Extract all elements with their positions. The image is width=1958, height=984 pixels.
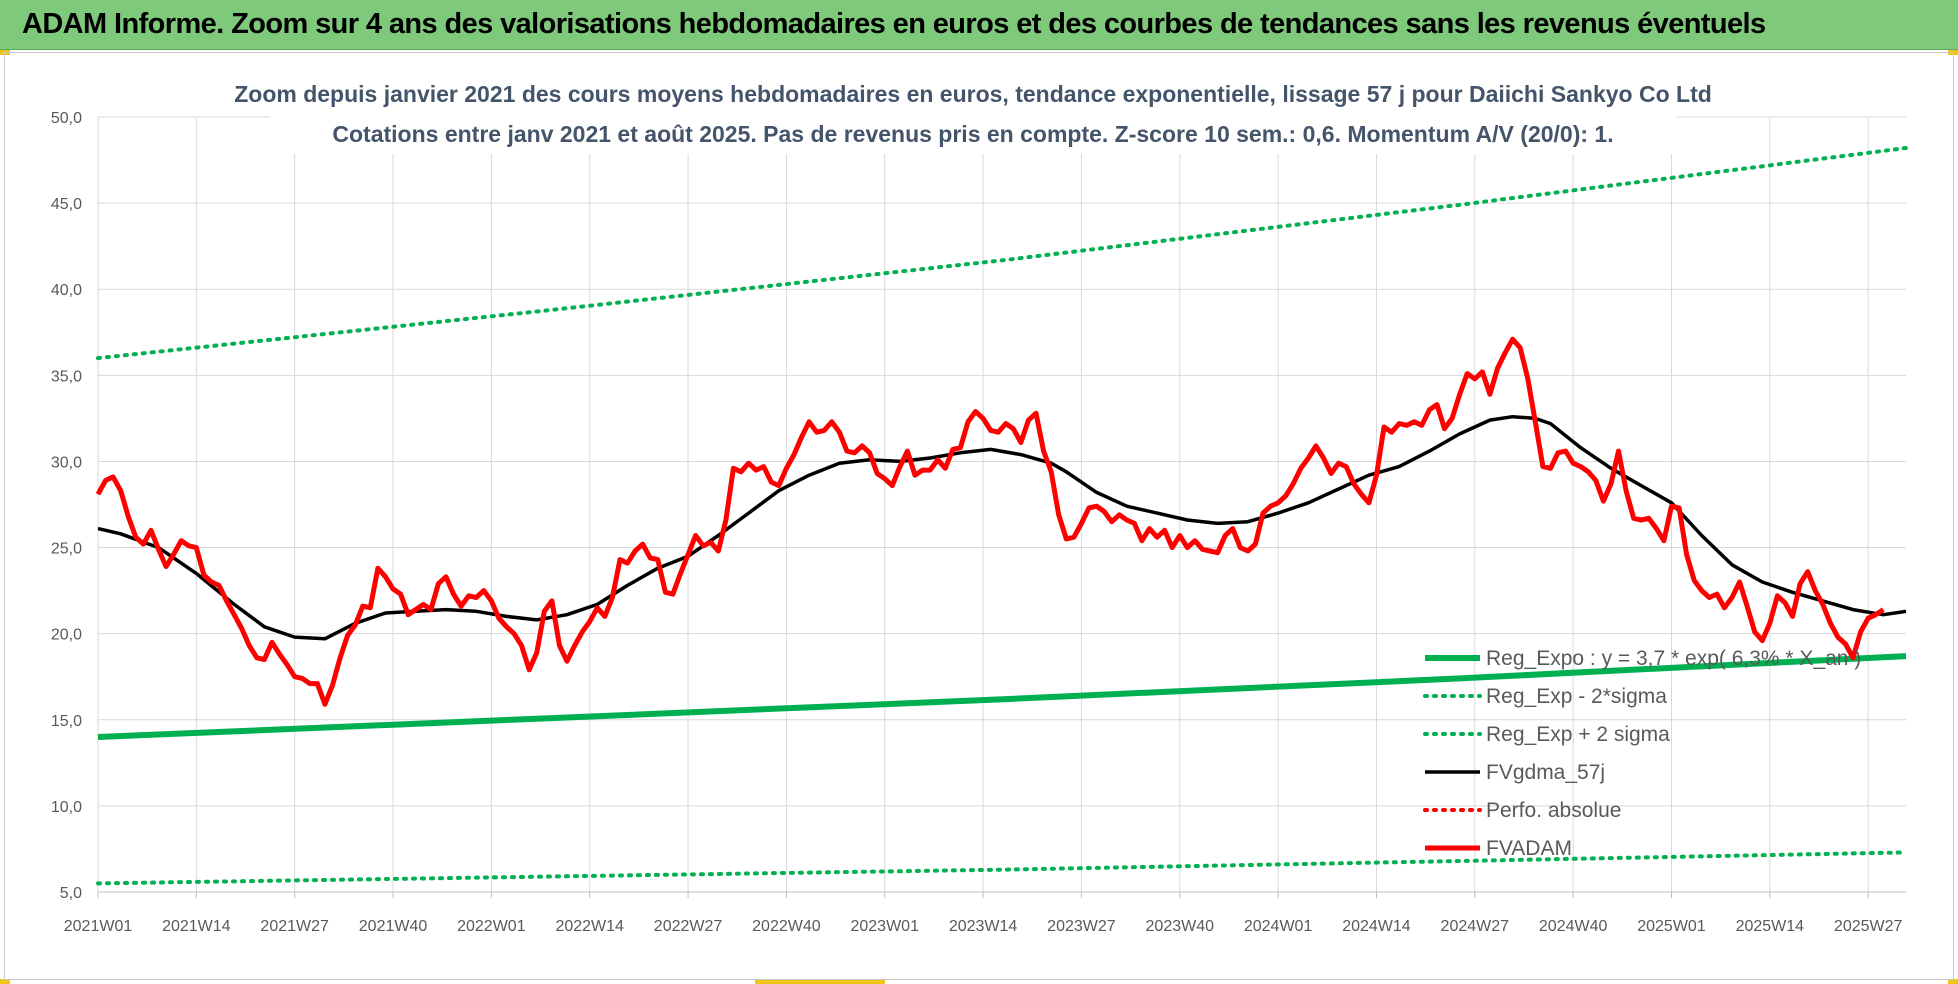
legend-label: FVADAM [1486,837,1572,860]
x-tick-label: 2023W14 [949,918,1018,935]
y-tick-label: 50,0 [51,110,82,127]
chart-title-line-1: Zoom depuis janvier 2021 des cours moyen… [234,81,1712,107]
x-tick-label: 2021W40 [359,918,428,935]
x-tick-label: 2023W27 [1047,918,1116,935]
y-tick-label: 30,0 [51,454,82,471]
x-tick-label: 2021W14 [162,918,231,935]
x-tick-label: 2021W01 [64,918,133,935]
x-axis-ticks: 2021W01 2021W14 2021W27 2021W40 2022W01 2022W… [64,918,1903,935]
x-tick-label: 2025W14 [1736,918,1805,935]
legend-label: Reg_Expo : y = 3,7 * exp( 6,3% * X_an ) [1486,647,1861,670]
y-axis-ticks: 5,0 10,0 15,0 20,0 25,0 30,0 35,0 40,0 45,0 50,0 [51,110,82,902]
corner-mark-bottom-right [1948,979,1958,984]
corner-mark-bottom-center [755,979,885,984]
chart-titles: Zoom depuis janvier 2021 des cours moyen… [234,76,1712,154]
legend-label: Perfo. absolue [1486,799,1621,822]
series-line-reg_expo [97,653,1907,740]
x-tick-label: 2024W01 [1244,918,1313,935]
series-line-reg_exp [96,850,1908,886]
x-tick-label: 2022W14 [555,918,624,935]
report-banner: ADAM Informe. Zoom sur 4 ans des valoris… [0,0,1958,50]
series-line-fvgdma_57j [97,414,1907,641]
title-background [270,76,1676,154]
x-tick-label: 2022W01 [457,918,526,935]
y-tick-label: 25,0 [51,541,82,558]
legend-label: Reg_Exp + 2 sigma [1486,723,1670,746]
series-line-fvadam [95,336,1885,707]
y-tick-label: 15,0 [51,713,82,730]
x-tick-label: 2021W27 [260,918,329,935]
x-tick-label: 2024W14 [1342,918,1411,935]
x-tick-label: 2024W40 [1539,918,1608,935]
y-tick-label: 35,0 [51,368,82,385]
chart-title-line-2: Cotations entre janv 2021 et août 2025. … [332,121,1613,147]
chart-frame [4,52,1954,980]
grid-lines [97,116,1906,898]
chart-legend: Reg_Expo : y = 3,7 * exp( 6,3% * X_an ) R… [1423,647,1861,860]
y-tick-label: 10,0 [51,799,82,816]
x-tick-label: 2023W40 [1146,918,1215,935]
x-tick-label: 2022W40 [752,918,821,935]
series-group [95,146,1908,886]
report-title: ADAM Informe. Zoom sur 4 ans des valoris… [22,8,1766,40]
legend-label: Reg_Exp - 2*sigma [1486,685,1667,708]
x-tick-label: 2025W01 [1637,918,1706,935]
legend-label: FVgdma_57j [1486,761,1605,784]
x-tick-label: 2025W27 [1834,918,1903,935]
x-tick-label: 2022W27 [654,918,723,935]
corner-mark-bottom-left [0,979,10,984]
series-line-reg_exp [96,146,1908,361]
y-tick-label: 40,0 [51,282,82,299]
y-tick-label: 5,0 [60,885,82,902]
y-tick-label: 20,0 [51,627,82,644]
y-tick-label: 45,0 [51,196,82,213]
x-tick-label: 2023W01 [850,918,919,935]
x-tick-label: 2024W27 [1441,918,1510,935]
